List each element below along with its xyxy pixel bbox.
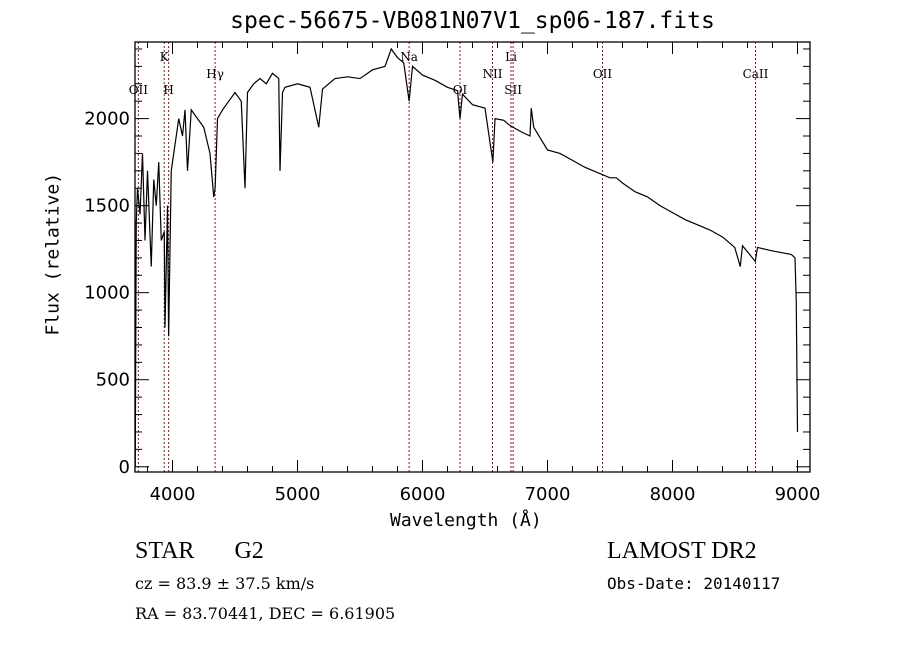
chart-title: spec-56675-VB081N07V1_sp06-187.fits <box>230 8 715 34</box>
x-tick-label: 5000 <box>275 484 321 505</box>
line-marker-label: Li <box>505 50 517 64</box>
line-marker-label: SII <box>504 83 522 97</box>
x-tick-label: 9000 <box>775 484 821 505</box>
y-tick-label: 0 <box>119 457 130 478</box>
line-marker-label: CaII <box>743 67 769 81</box>
survey-label: LAMOST DR2 <box>607 538 757 564</box>
x-tick-label: 6000 <box>400 484 446 505</box>
x-tick-label: 7000 <box>525 484 571 505</box>
spectrum-line <box>134 47 799 467</box>
line-marker-label: NII <box>483 67 503 81</box>
line-marker-label: OII <box>593 67 613 81</box>
line-marker-label: OII <box>129 83 149 97</box>
class-label: STAR <box>135 538 195 564</box>
line-marker-label: H <box>163 83 173 97</box>
y-tick-label: 1000 <box>84 283 130 304</box>
obs-date-label: Obs-Date: 20140117 <box>607 574 781 593</box>
line-marker-label: Hγ <box>206 67 224 81</box>
y-tick-label: 2000 <box>84 109 130 130</box>
subclass-label: G2 <box>234 538 264 564</box>
x-tick-label: 8000 <box>650 484 696 505</box>
line-marker-label: OI <box>453 83 468 97</box>
x-tick-label: 4000 <box>150 484 196 505</box>
y-tick-label: 500 <box>96 370 130 391</box>
plot-frame <box>134 41 811 473</box>
object-class: STAR G2 <box>135 538 304 565</box>
y-tick-label: 1500 <box>84 196 130 217</box>
y-axis-label: Flux (relative) <box>42 172 64 336</box>
coordinates-label: RA = 83.70441, DEC = 6.61905 <box>135 604 396 623</box>
line-marker-label: K <box>160 50 170 64</box>
redshift-label: cz = 83.9 ± 37.5 km/s <box>135 574 315 593</box>
x-axis-label: Wavelength (Å) <box>390 510 542 531</box>
line-marker-label: Na <box>400 50 418 64</box>
